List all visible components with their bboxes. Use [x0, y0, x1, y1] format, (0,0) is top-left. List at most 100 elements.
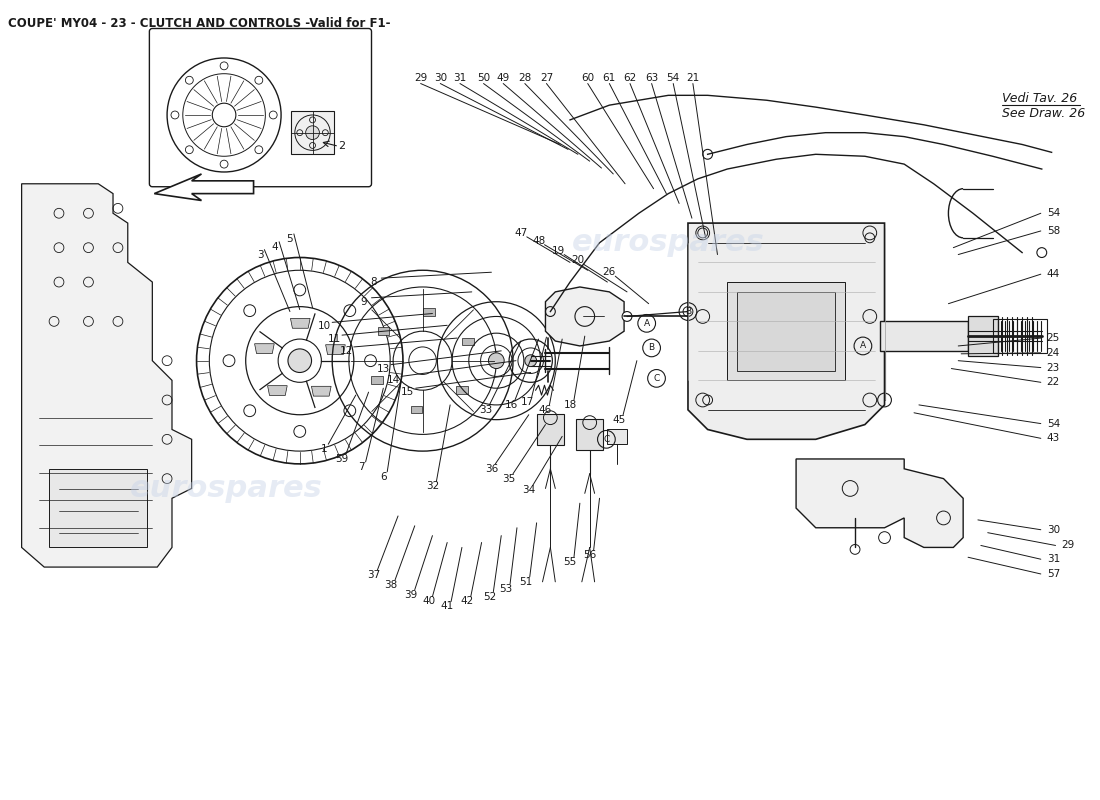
- Text: 30: 30: [433, 73, 447, 82]
- Text: Vedi Tav. 26: Vedi Tav. 26: [1002, 92, 1078, 105]
- Text: 49: 49: [496, 73, 509, 82]
- Text: 40: 40: [422, 597, 436, 606]
- Text: 44: 44: [1047, 269, 1060, 279]
- Text: 2: 2: [339, 142, 345, 151]
- Text: 42: 42: [460, 597, 473, 606]
- Text: 22: 22: [1047, 378, 1060, 387]
- Text: 61: 61: [603, 73, 616, 82]
- Text: 47: 47: [515, 228, 528, 238]
- Bar: [290, 111, 334, 154]
- Text: 39: 39: [404, 590, 417, 599]
- Text: 3: 3: [257, 250, 264, 259]
- Bar: [727, 282, 845, 380]
- Text: 37: 37: [366, 570, 381, 580]
- Circle shape: [525, 354, 537, 366]
- Text: 41: 41: [441, 602, 454, 611]
- Text: 56: 56: [583, 550, 596, 560]
- Text: 34: 34: [522, 486, 536, 495]
- Polygon shape: [422, 308, 435, 316]
- Text: 30: 30: [1047, 525, 1059, 534]
- Text: 5: 5: [287, 234, 294, 244]
- Polygon shape: [462, 338, 474, 346]
- Text: 24: 24: [1047, 348, 1060, 358]
- Text: B: B: [649, 343, 654, 353]
- Text: 28: 28: [518, 73, 531, 82]
- Circle shape: [288, 349, 311, 373]
- Text: eurospares: eurospares: [130, 474, 322, 503]
- FancyBboxPatch shape: [150, 29, 372, 186]
- Text: 17: 17: [521, 397, 535, 407]
- Text: 54: 54: [1047, 208, 1060, 218]
- Text: 9: 9: [361, 297, 367, 306]
- Text: 57: 57: [1047, 569, 1060, 579]
- Text: 8: 8: [371, 277, 377, 287]
- Text: 36: 36: [485, 464, 498, 474]
- Bar: [537, 414, 564, 446]
- Bar: [968, 317, 998, 356]
- Text: 4: 4: [272, 242, 278, 252]
- Text: 54: 54: [667, 73, 680, 82]
- Text: 18: 18: [563, 400, 576, 410]
- Text: A: A: [860, 342, 866, 350]
- Text: 58: 58: [1047, 226, 1060, 236]
- Polygon shape: [796, 459, 964, 547]
- Bar: [50, 469, 147, 547]
- Text: 31: 31: [1047, 554, 1060, 564]
- Text: 50: 50: [477, 73, 491, 82]
- Text: 13: 13: [376, 363, 389, 374]
- Polygon shape: [311, 386, 331, 396]
- Polygon shape: [410, 406, 422, 414]
- Text: 48: 48: [532, 236, 546, 246]
- Text: 32: 32: [426, 482, 439, 491]
- Polygon shape: [290, 318, 310, 328]
- Text: 52: 52: [483, 591, 496, 602]
- Text: 53: 53: [499, 584, 513, 594]
- Text: 19: 19: [551, 246, 565, 256]
- Polygon shape: [455, 386, 468, 394]
- Bar: [607, 429, 627, 444]
- Bar: [576, 418, 604, 450]
- Text: See Draw. 26: See Draw. 26: [1002, 107, 1086, 121]
- Text: 21: 21: [686, 73, 700, 82]
- Text: 26: 26: [603, 267, 616, 278]
- Text: 60: 60: [581, 73, 594, 82]
- Text: A: A: [644, 319, 650, 328]
- Polygon shape: [22, 184, 191, 567]
- Text: 6: 6: [379, 472, 386, 482]
- Text: C: C: [603, 435, 609, 444]
- Text: 11: 11: [328, 334, 341, 344]
- Text: 10: 10: [318, 322, 331, 331]
- Bar: [880, 322, 968, 351]
- Text: COUPE' MY04 - 23 - CLUTCH AND CONTROLS -Valid for F1-: COUPE' MY04 - 23 - CLUTCH AND CONTROLS -…: [8, 17, 390, 30]
- Polygon shape: [688, 223, 884, 439]
- Text: 7: 7: [359, 462, 365, 472]
- Circle shape: [488, 353, 504, 369]
- Text: 38: 38: [385, 580, 398, 590]
- Text: 62: 62: [624, 73, 637, 82]
- Text: eurospares: eurospares: [572, 228, 764, 258]
- Text: 31: 31: [453, 73, 466, 82]
- Text: 45: 45: [613, 414, 626, 425]
- Text: 25: 25: [1047, 333, 1060, 343]
- Polygon shape: [254, 344, 274, 354]
- Text: 29: 29: [1062, 541, 1075, 550]
- Text: 33: 33: [478, 405, 492, 415]
- Text: B: B: [685, 307, 691, 316]
- Text: 59: 59: [336, 454, 349, 464]
- Polygon shape: [154, 174, 254, 201]
- Text: 14: 14: [386, 375, 399, 386]
- Text: 1: 1: [321, 444, 328, 454]
- Polygon shape: [372, 376, 383, 384]
- Polygon shape: [326, 345, 345, 354]
- Text: 29: 29: [414, 73, 427, 82]
- Text: 23: 23: [1047, 362, 1060, 373]
- Polygon shape: [546, 287, 624, 346]
- Text: 27: 27: [540, 73, 553, 82]
- Text: 43: 43: [1047, 434, 1060, 443]
- Text: 12: 12: [339, 346, 353, 356]
- Text: 54: 54: [1047, 418, 1060, 429]
- Polygon shape: [267, 386, 287, 395]
- Circle shape: [306, 126, 319, 139]
- Text: C: C: [653, 374, 660, 383]
- Polygon shape: [377, 327, 389, 335]
